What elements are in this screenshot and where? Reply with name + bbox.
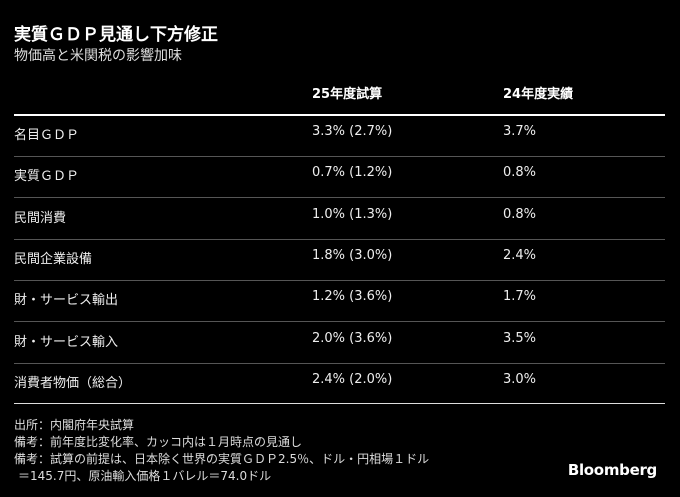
row-label: 民間消費: [14, 210, 67, 226]
cell-value: 3.0%: [503, 371, 537, 387]
cell-value: 1.8% (3.0%): [312, 247, 393, 263]
title: 実質ＧＤＰ見通し下方修正: [14, 25, 218, 45]
footnote: ＝145.7円、原油輸入価格１バレル＝74.0ドル: [18, 469, 272, 483]
row-label: 実質ＧＤＰ: [14, 169, 80, 185]
cell-value: 3.7%: [503, 124, 537, 139]
row-divider: [14, 197, 665, 199]
subtitle: 物価高と米関税の影響加味: [14, 48, 182, 64]
brand-logo: Bloomberg: [567, 461, 657, 479]
cell-value: 0.8%: [503, 206, 537, 222]
row-divider: [14, 279, 665, 281]
column-header: 24年度実績: [503, 87, 574, 102]
cell-value: 1.7%: [503, 289, 537, 305]
row-divider: [14, 238, 665, 240]
cell-value: 2.4%: [503, 247, 537, 263]
cell-value: 0.7% (1.2%): [312, 165, 393, 181]
cell-value: 1.0% (1.3%): [312, 206, 393, 222]
cell-value: 3.3% (2.7%): [312, 124, 393, 139]
footnote: 備考：前年度比変化率、カッコ内は１月時点の見通し: [14, 435, 303, 449]
column-header: 25年度試算: [312, 87, 383, 102]
footnote: 出所：内閣府年央試算: [14, 418, 135, 432]
row-divider: [14, 321, 665, 323]
cell-value: 3.5%: [503, 330, 537, 346]
header-rule: [14, 114, 665, 116]
row-label: 消費者物価（総合）: [14, 375, 132, 391]
cell-value: 1.2% (3.6%): [312, 289, 393, 305]
cell-value: 2.0% (3.6%): [312, 330, 393, 346]
row-label: 財・サービス輸入: [14, 334, 119, 350]
row-label: 財・サービス輸出: [14, 293, 119, 309]
footer-rule: [14, 403, 665, 404]
row-divider: [14, 362, 665, 364]
row-divider: [14, 156, 665, 157]
cell-value: 2.4% (2.0%): [312, 371, 393, 387]
footnote: 備考：試算の前提は、日本除く世界の実質ＧＤＰ2.5％、ドル・円相場１ドル: [14, 452, 430, 466]
cell-value: 0.8%: [503, 165, 537, 181]
row-label: 民間企業設備: [14, 251, 93, 267]
row-label: 名目ＧＤＰ: [14, 128, 80, 143]
